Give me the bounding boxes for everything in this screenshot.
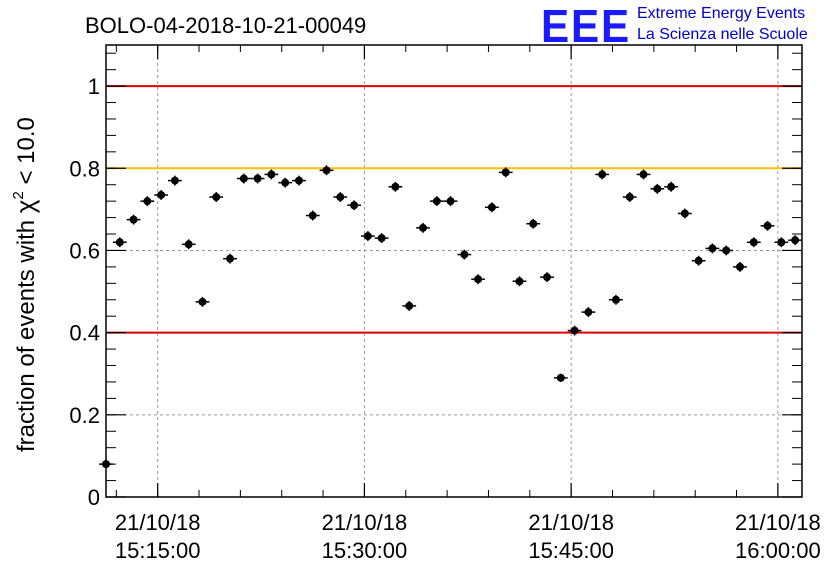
y-tick-label: 0.6 <box>69 238 100 263</box>
data-point <box>432 197 441 206</box>
data-point <box>639 170 648 179</box>
data-point <box>570 326 579 335</box>
data-point <box>735 262 744 271</box>
data-point <box>722 246 731 255</box>
data-point <box>556 373 565 382</box>
data-point <box>625 193 634 202</box>
data-point <box>322 166 331 175</box>
logo-mark: EEE <box>541 0 631 52</box>
logo-line-2: La Scienza nelle Scuole <box>637 26 808 43</box>
data-point <box>763 221 772 230</box>
data-point <box>363 232 372 241</box>
y-tick-label: 0.2 <box>69 403 100 428</box>
y-tick-label: 1 <box>88 74 100 99</box>
logo-line-1: Extreme Energy Events <box>637 5 805 22</box>
data-point <box>611 295 620 304</box>
data-point <box>749 238 758 247</box>
x-tick-date: 21/10/18 <box>322 510 408 535</box>
data-point <box>143 197 152 206</box>
data-point <box>226 254 235 263</box>
reference-lines <box>106 85 802 334</box>
y-tick-labels: 0 0.2 0.4 0.6 0.8 1 <box>69 74 100 510</box>
data-point <box>584 308 593 317</box>
data-point <box>680 209 689 218</box>
x-tick-labels: 21/10/18 15:15:00 21/10/18 15:30:00 21/10/18… <box>115 510 821 563</box>
plot-frame <box>105 44 803 498</box>
x-tick-date: 21/10/18 <box>735 510 821 535</box>
y-tick-label: 0.4 <box>69 321 100 346</box>
data-point <box>487 203 496 212</box>
data-point <box>391 182 400 191</box>
data-point <box>598 170 607 179</box>
y-tick-label: 0.8 <box>69 156 100 181</box>
data-point <box>212 193 221 202</box>
data-point <box>129 215 138 224</box>
data-point <box>157 190 166 199</box>
data-point <box>308 211 317 220</box>
data-point <box>184 240 193 249</box>
data-point <box>653 184 662 193</box>
data-point <box>239 174 248 183</box>
data-point <box>336 193 345 202</box>
data-point <box>708 244 717 253</box>
data-point <box>115 238 124 247</box>
axis-ticks <box>106 45 802 498</box>
data-point <box>515 277 524 286</box>
data-point <box>294 176 303 185</box>
data-point <box>777 238 786 247</box>
grid <box>106 45 802 497</box>
data-point <box>418 223 427 232</box>
eee-logo: EEE Extreme Energy Events La Scienza nel… <box>541 0 808 52</box>
x-tick-date: 21/10/18 <box>528 510 614 535</box>
y-tick-label: 0 <box>88 485 100 510</box>
data-point <box>460 250 469 259</box>
data-point <box>198 297 207 306</box>
data-point <box>474 275 483 284</box>
x-tick-time: 15:30:00 <box>322 538 408 563</box>
data-point <box>543 273 552 282</box>
data-point <box>350 201 359 210</box>
data-point <box>667 182 676 191</box>
data-point <box>694 256 703 265</box>
data-point <box>170 176 179 185</box>
data-point <box>102 460 110 469</box>
x-tick-time: 15:45:00 <box>528 538 614 563</box>
data-point <box>253 174 262 183</box>
y-axis-label: fraction of events with χ2 < 10.0 <box>10 117 40 452</box>
data-point <box>501 168 510 177</box>
data-point <box>405 301 414 310</box>
data-point <box>281 178 290 187</box>
data-point <box>267 170 276 179</box>
chart-title: BOLO-04-2018-10-21-00049 <box>85 13 366 38</box>
x-tick-time: 15:15:00 <box>115 538 201 563</box>
data-point <box>529 219 538 228</box>
data-point <box>377 234 386 243</box>
x-tick-date: 21/10/18 <box>115 510 201 535</box>
data-point <box>446 197 455 206</box>
x-tick-time: 16:00:00 <box>735 538 821 563</box>
data-point <box>791 236 800 245</box>
data-points <box>99 165 802 469</box>
